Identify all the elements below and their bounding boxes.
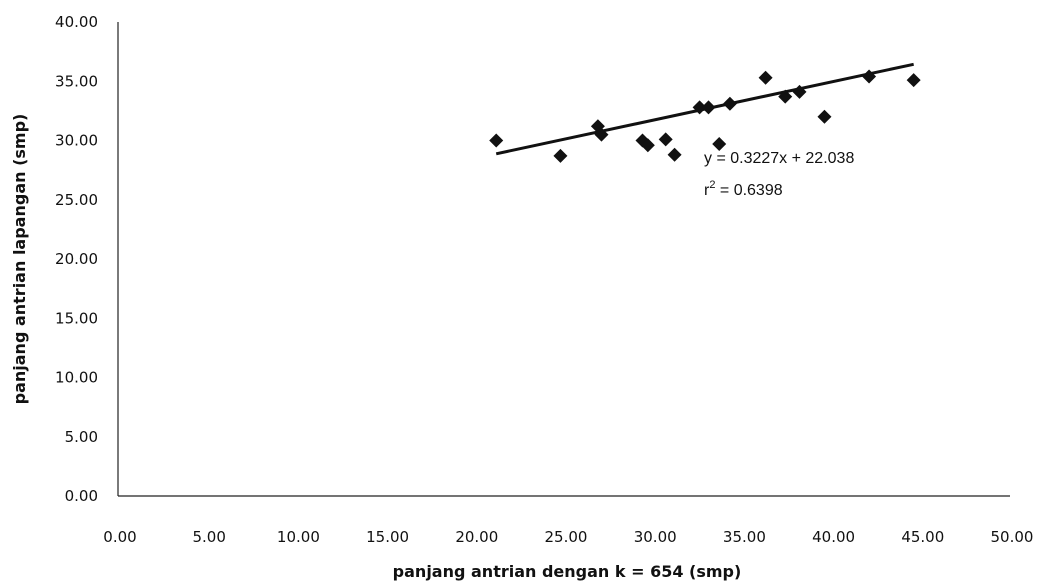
- data-point: [817, 109, 832, 124]
- trendline-equation: y = 0.3227x + 22.038: [704, 150, 854, 167]
- x-tick-label: 25.00: [545, 528, 588, 546]
- x-tick-label: 40.00: [812, 528, 855, 546]
- data-point: [778, 89, 793, 104]
- data-point: [692, 100, 707, 115]
- y-tick-label: 10.00: [55, 369, 98, 387]
- x-axis-title: panjang antrian dengan k = 654 (smp): [393, 562, 742, 581]
- data-point: [758, 70, 773, 85]
- data-point: [667, 147, 682, 162]
- data-point: [489, 133, 504, 148]
- data-point: [906, 73, 921, 88]
- data-point: [722, 96, 737, 111]
- data-point: [553, 148, 568, 163]
- y-tick-label: 0.00: [65, 487, 98, 505]
- x-tick-labels: 0.00 5.00 10.00 15.00 20.00 25.00 30.00 35.00 40…: [103, 528, 1033, 546]
- r-squared-prefix: r: [704, 182, 710, 199]
- y-tick-label: 30.00: [55, 132, 98, 150]
- y-tick-label: 5.00: [65, 428, 98, 446]
- r-squared-value: = 0.6398: [715, 182, 782, 199]
- data-points: [489, 69, 921, 163]
- y-tick-label: 15.00: [55, 309, 98, 327]
- y-tick-label: 35.00: [55, 72, 98, 90]
- r-squared-label: r2 = 0.6398: [704, 179, 783, 199]
- x-tick-label: 50.00: [991, 528, 1034, 546]
- x-tick-label: 35.00: [723, 528, 766, 546]
- x-tick-label: 10.00: [277, 528, 320, 546]
- data-point: [658, 132, 673, 147]
- x-tick-label: 45.00: [901, 528, 944, 546]
- y-tick-labels: 0.00 5.00 10.00 15.00 20.00 25.00 30.00 35.00 40…: [55, 13, 98, 505]
- data-point: [792, 84, 807, 99]
- x-tick-label: 5.00: [192, 528, 225, 546]
- y-tick-label: 25.00: [55, 191, 98, 209]
- x-tick-label: 0.00: [103, 528, 136, 546]
- data-point: [640, 138, 655, 153]
- r-squared-superscript: 2: [709, 179, 715, 191]
- x-tick-label: 30.00: [634, 528, 677, 546]
- y-tick-label: 40.00: [55, 13, 98, 31]
- data-point: [712, 137, 727, 152]
- y-axis-title: panjang antrian lapangan (smp): [10, 114, 29, 405]
- data-point: [594, 127, 609, 142]
- y-tick-label: 20.00: [55, 250, 98, 268]
- x-tick-label: 15.00: [366, 528, 409, 546]
- data-point: [701, 100, 716, 115]
- data-point: [862, 69, 877, 84]
- x-tick-label: 20.00: [455, 528, 498, 546]
